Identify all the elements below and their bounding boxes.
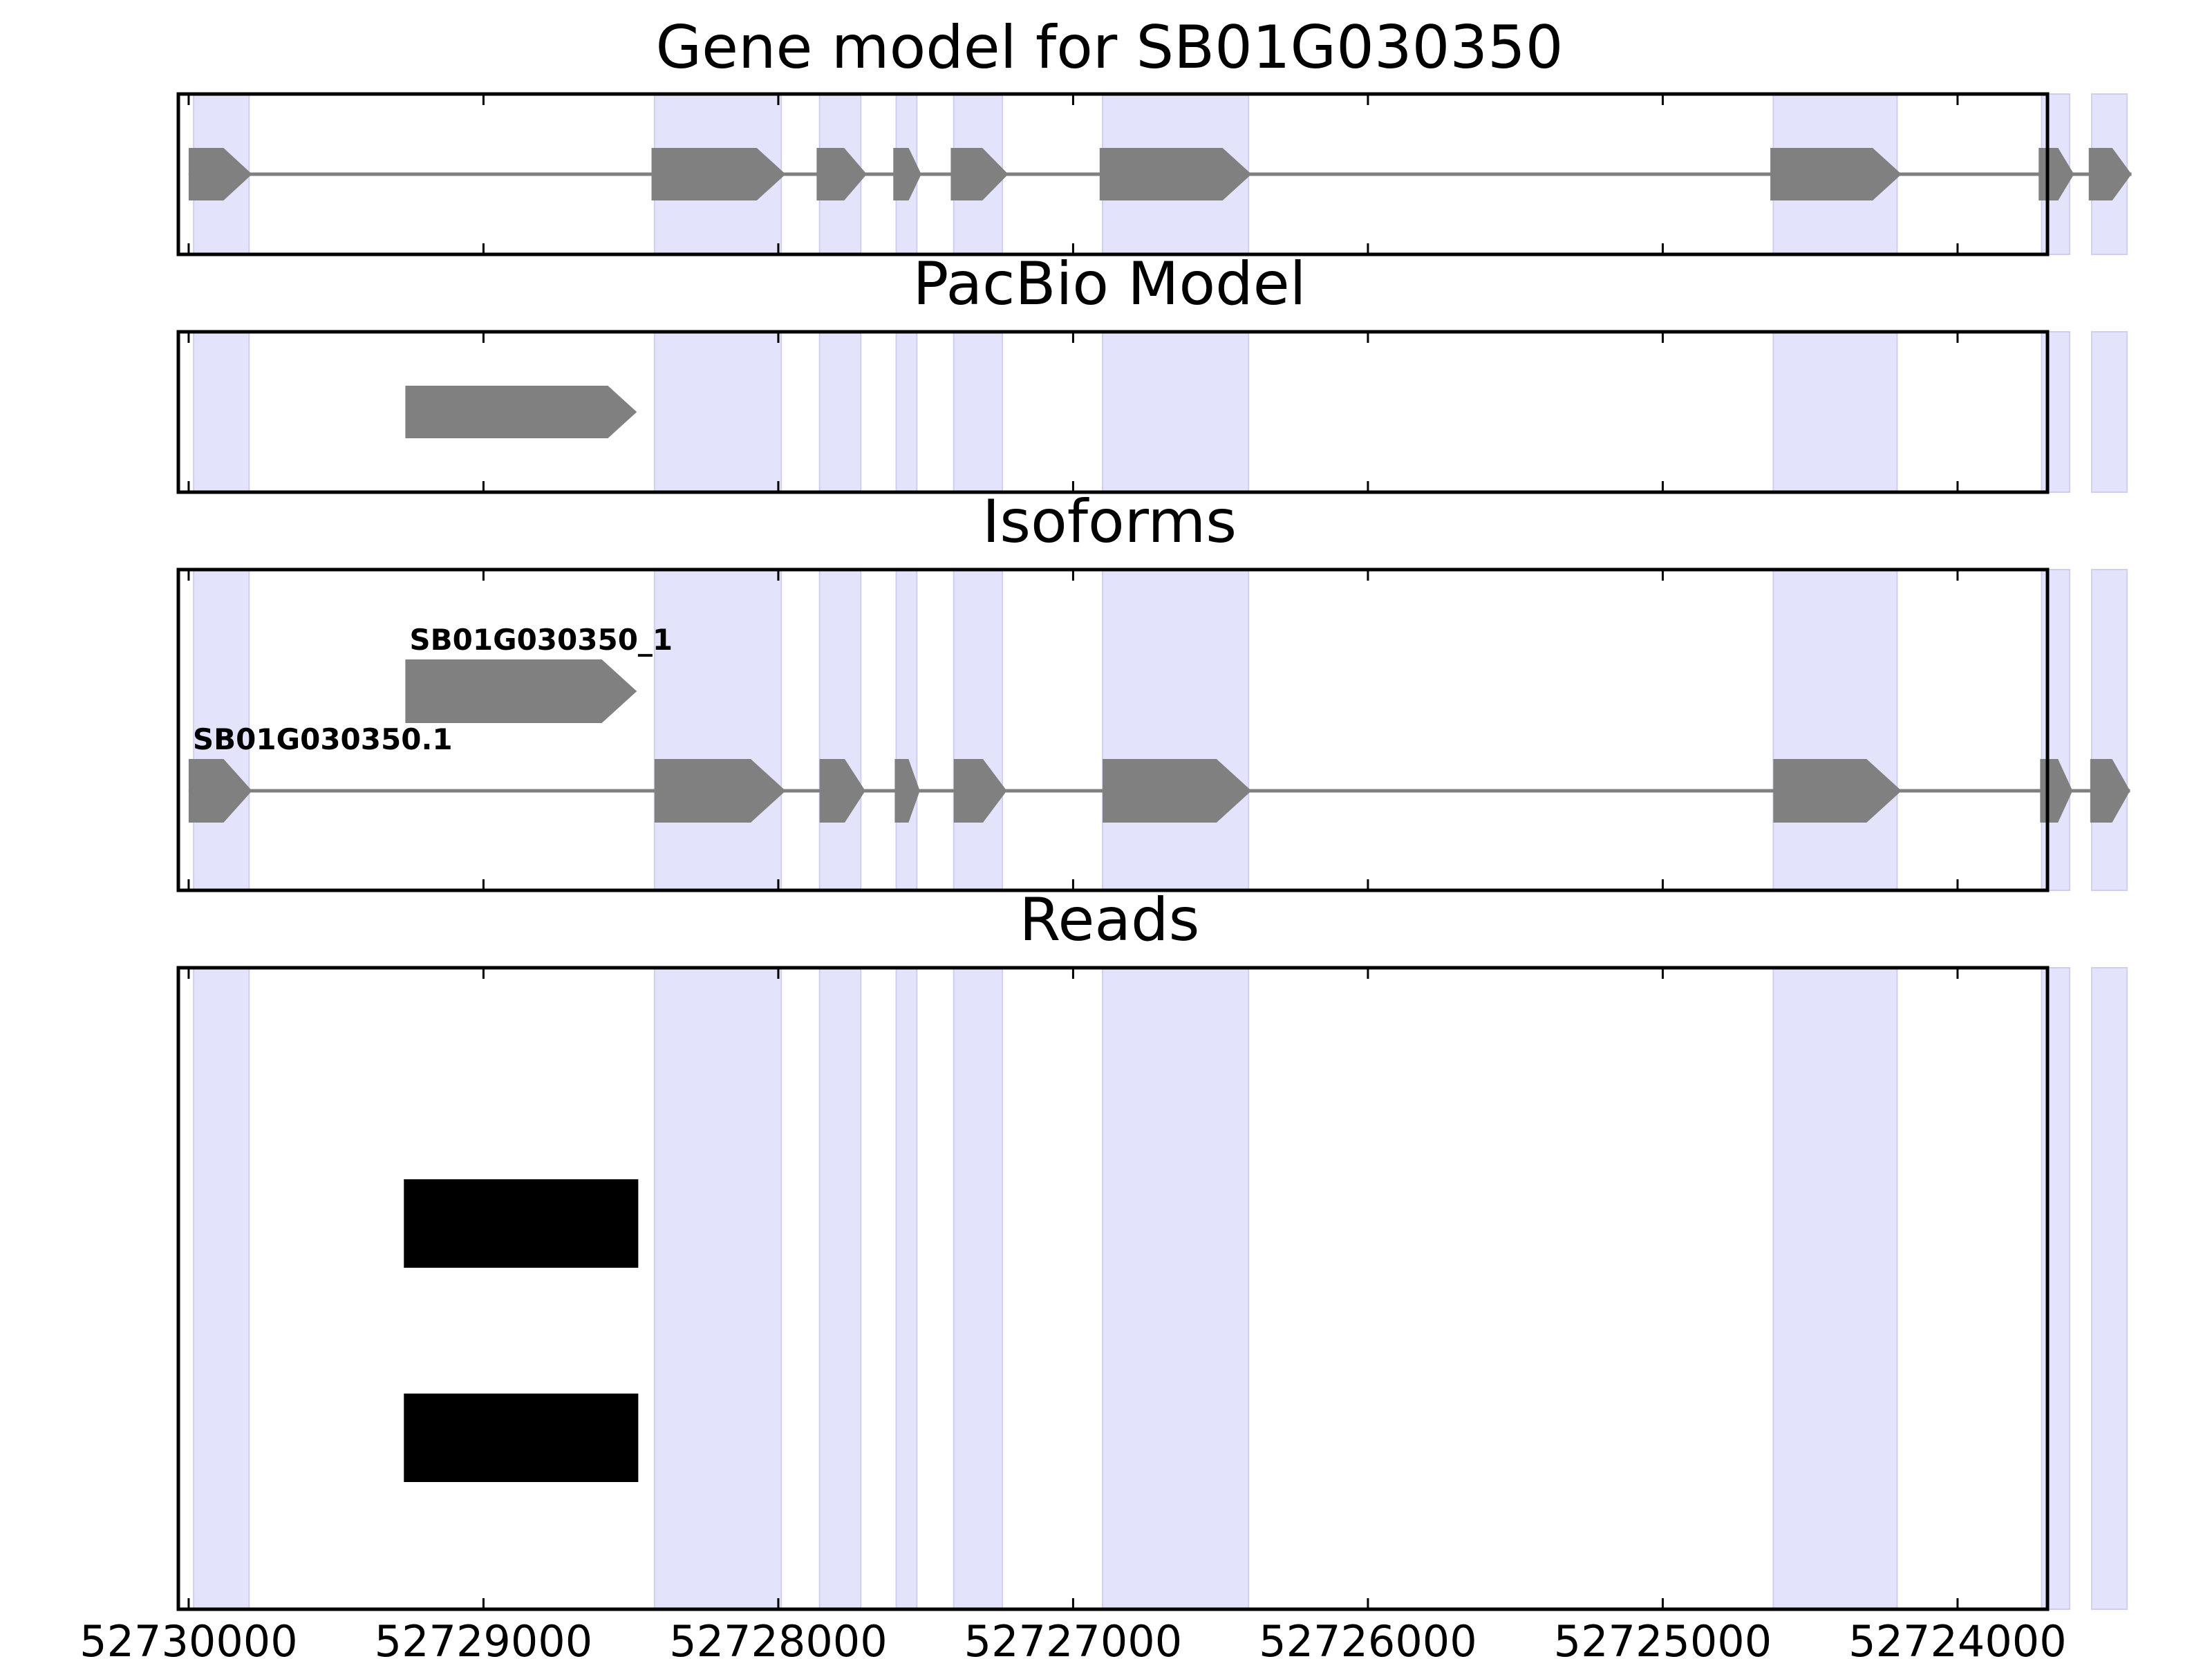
exon-arrow xyxy=(2088,148,2132,200)
read-bar xyxy=(404,1394,639,1482)
exon-arrow xyxy=(953,759,1007,823)
exon-arrow xyxy=(1099,148,1252,200)
exon-region-band xyxy=(818,967,862,1610)
exon-region-band xyxy=(193,569,250,891)
exon-region-band xyxy=(953,569,1004,891)
isoform-label: SB01G030350.1 xyxy=(193,722,453,756)
x-tick-label: 52726000 xyxy=(1259,1616,1477,1659)
isoform-label: SB01G030350_1 xyxy=(409,623,673,657)
exon-region-band xyxy=(953,331,1004,493)
exon-region-band xyxy=(818,331,862,493)
exon-arrow xyxy=(1103,759,1252,823)
exon-region-band xyxy=(193,331,250,493)
exon-region-band xyxy=(1102,569,1250,891)
x-tick-label: 52727000 xyxy=(964,1616,1183,1659)
exon-region-band xyxy=(1102,331,1250,493)
read-bar xyxy=(404,1179,639,1268)
exon-arrow xyxy=(651,148,786,200)
exon-region-band xyxy=(1772,967,1898,1610)
exon-region-band xyxy=(895,569,918,891)
isoforms-title: Isoforms xyxy=(982,487,1237,556)
exon-region-band xyxy=(653,967,782,1610)
exon-region-band xyxy=(818,569,862,891)
exon-arrow xyxy=(2090,759,2130,823)
exon-arrow xyxy=(188,759,252,823)
x-tick-label: 52729000 xyxy=(375,1616,593,1659)
exon-arrow xyxy=(1770,148,1902,200)
exon-region-band xyxy=(953,967,1004,1610)
x-tick-label: 52730000 xyxy=(79,1616,298,1659)
exon-region-band xyxy=(895,331,918,493)
exon-arrow xyxy=(819,759,865,823)
exon-arrow xyxy=(654,759,786,823)
x-tick-label: 52724000 xyxy=(1848,1616,2067,1659)
exon-arrow xyxy=(405,659,637,723)
exon-region-band xyxy=(2090,967,2128,1610)
x-tick-label: 52725000 xyxy=(1554,1616,1772,1659)
reads-title: Reads xyxy=(1020,885,1200,955)
panel-frame xyxy=(176,568,2050,892)
exon-arrow xyxy=(893,148,921,200)
plot-layer: SB01G030350_1 SB01G030350.1 52730000 527290… xyxy=(79,92,2132,1659)
pacbio-model-title: PacBio Model xyxy=(912,250,1306,319)
exon-region-band xyxy=(1772,569,1898,891)
exon-region-band xyxy=(1772,331,1898,493)
panel-frame xyxy=(176,330,2050,494)
exon-arrow xyxy=(950,148,1009,200)
exon-arrow xyxy=(894,759,920,823)
exon-region-band xyxy=(193,967,250,1610)
exon-arrow xyxy=(188,148,252,200)
exon-region-band xyxy=(2090,331,2128,493)
panel-frame xyxy=(176,92,2050,256)
exon-region-band xyxy=(653,569,782,891)
exon-arrow xyxy=(816,148,867,200)
exon-region-band xyxy=(653,331,782,493)
exon-region-band xyxy=(1102,967,1250,1610)
exon-arrow xyxy=(405,386,637,438)
x-tick-label: 52728000 xyxy=(669,1616,888,1659)
exon-region-band xyxy=(895,967,918,1610)
exon-region-band xyxy=(2090,569,2128,891)
exon-arrow xyxy=(1773,759,1902,823)
panel-frame xyxy=(176,966,2050,1611)
gene-model-title: Gene model for SB01G030350 xyxy=(656,13,1564,82)
